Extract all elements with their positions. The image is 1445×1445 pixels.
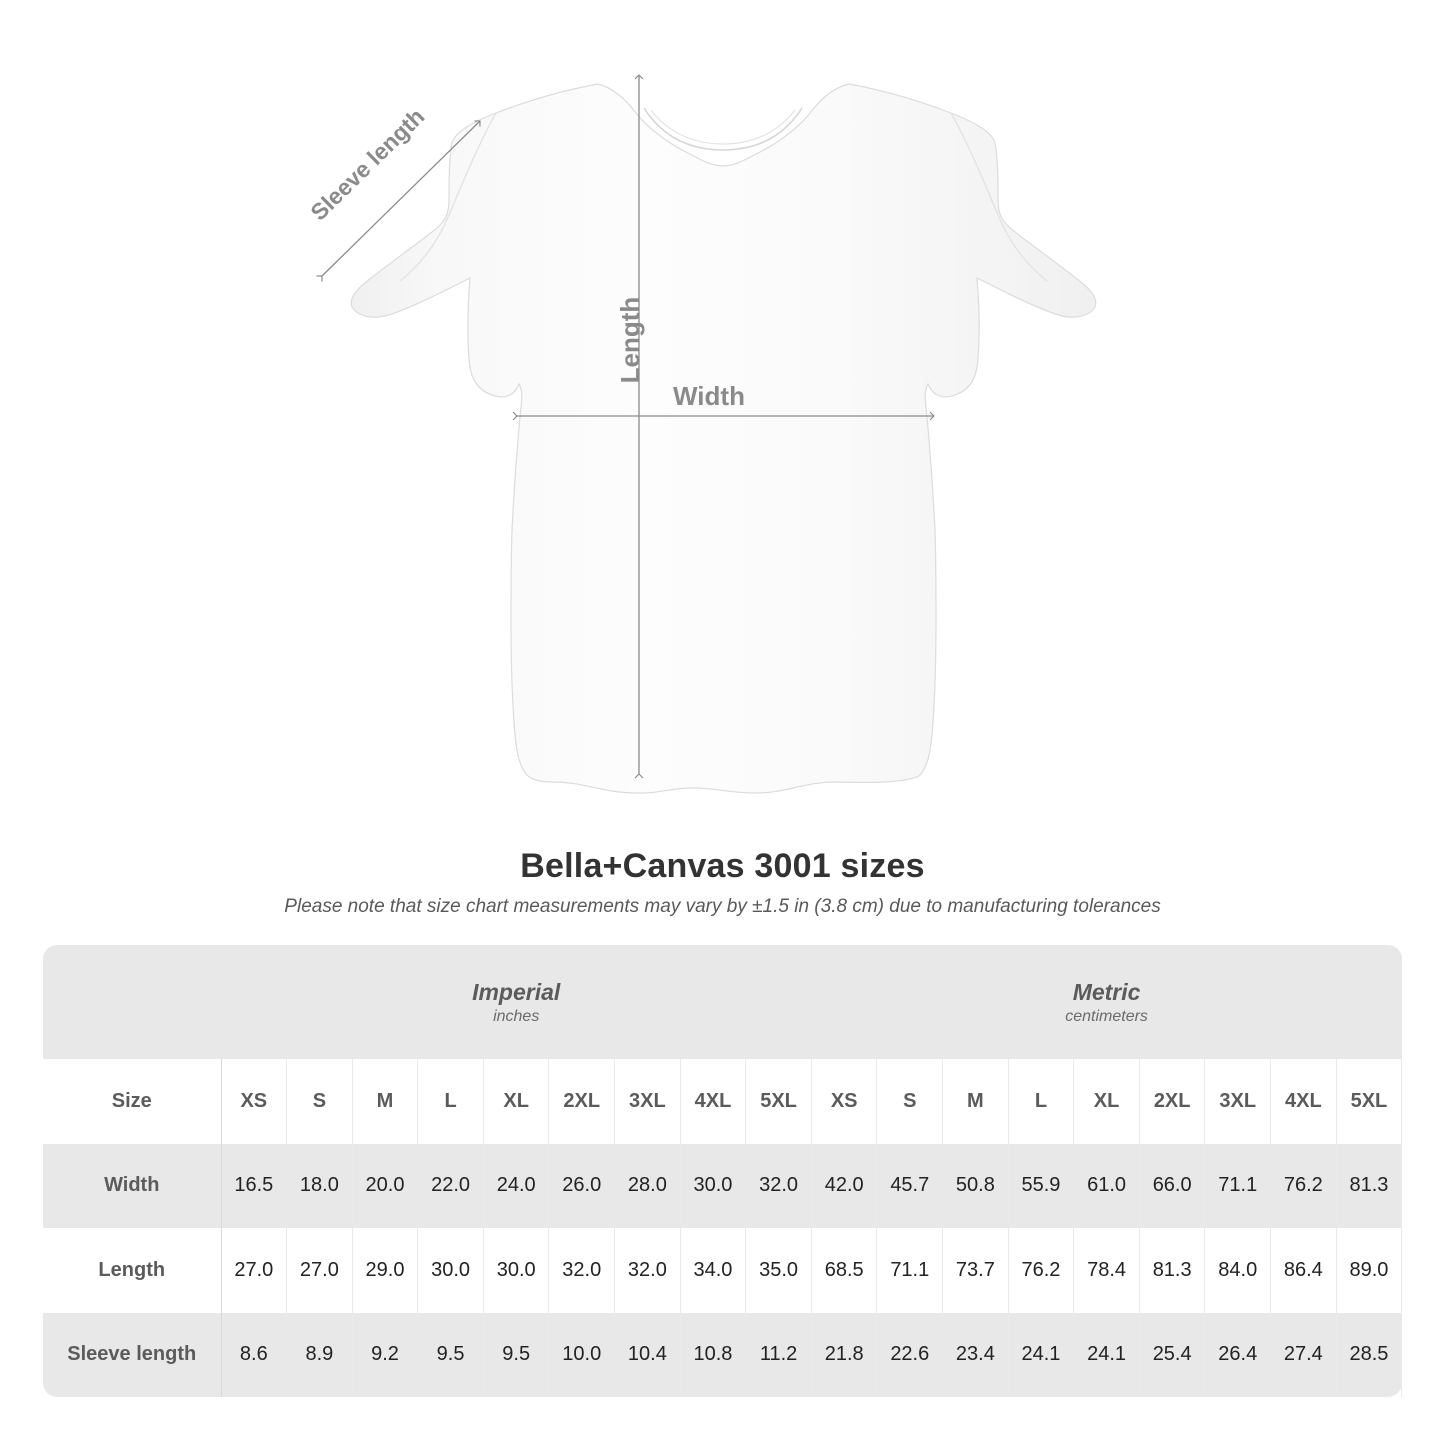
svg-text:Sleeve length: Sleeve length: [305, 103, 429, 225]
svg-text:Length: Length: [615, 297, 645, 384]
svg-text:Width: Width: [673, 381, 745, 411]
